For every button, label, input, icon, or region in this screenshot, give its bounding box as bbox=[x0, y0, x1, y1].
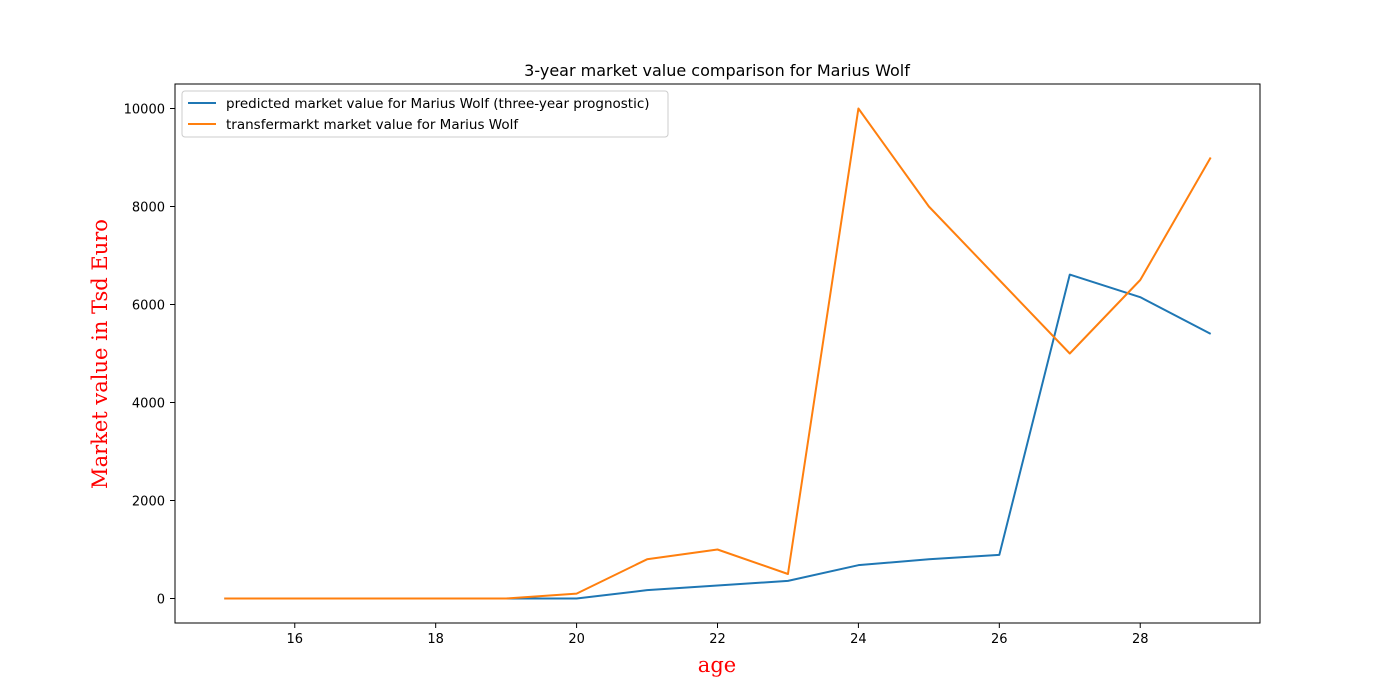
legend-label-1: transfermarkt market value for Marius Wo… bbox=[226, 117, 519, 133]
legend-box bbox=[181, 90, 669, 138]
y-tick-label: 6000 bbox=[132, 299, 165, 314]
x-tick-label: 18 bbox=[427, 632, 444, 647]
y-tick-label: 0 bbox=[157, 593, 165, 608]
series-line-1 bbox=[224, 107, 1212, 600]
chart-title: 3-year market value comparison for Mariu… bbox=[524, 61, 910, 80]
y-tick-label: 4000 bbox=[132, 397, 165, 412]
x-tick-label: 20 bbox=[568, 632, 585, 647]
y-axis-label: Market value in Tsd Euro bbox=[88, 219, 112, 489]
x-axis: 16 18 20 22 24 26 28 bbox=[286, 623, 1149, 647]
plot-frame bbox=[174, 83, 1261, 624]
y-axis: 0 2000 4000 6000 8000 10000 bbox=[124, 103, 175, 608]
y-tick-label: 10000 bbox=[124, 103, 165, 118]
x-tick-label: 28 bbox=[1132, 632, 1149, 647]
x-tick-label: 22 bbox=[709, 632, 726, 647]
x-tick-label: 24 bbox=[850, 632, 867, 647]
x-axis-label: age bbox=[698, 653, 736, 677]
legend-label-0: predicted market value for Marius Wolf (… bbox=[226, 96, 650, 112]
series-layer bbox=[224, 107, 1212, 600]
x-tick-label: 16 bbox=[286, 632, 303, 647]
y-tick-label: 2000 bbox=[132, 495, 165, 510]
y-tick-label: 8000 bbox=[132, 201, 165, 216]
legend: predicted market value for Marius Wolf (… bbox=[181, 90, 669, 138]
x-tick-label: 26 bbox=[991, 632, 1008, 647]
